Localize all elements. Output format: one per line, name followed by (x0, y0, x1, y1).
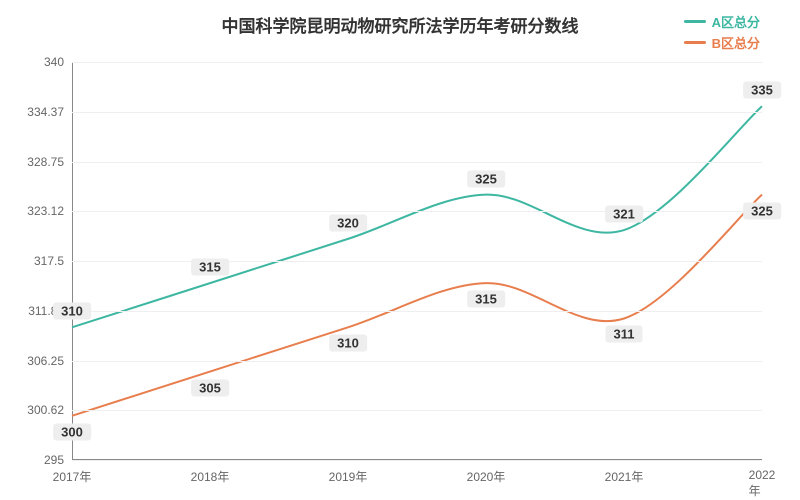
data-point-label: 335 (743, 82, 781, 99)
data-point-label: 321 (605, 206, 643, 223)
grid-line (72, 261, 762, 262)
y-tick-label: 317.5 (34, 254, 64, 268)
series-line (72, 106, 762, 327)
y-tick-label: 323.12 (27, 204, 64, 218)
x-tick-label: 2021年 (605, 468, 644, 485)
y-tick-label: 300.62 (27, 403, 64, 417)
y-tick-label: 306.25 (27, 354, 64, 368)
grid-line (72, 460, 762, 461)
grid-line (72, 112, 762, 113)
x-tick-label: 2020年 (467, 468, 506, 485)
grid-line (72, 311, 762, 312)
y-tick-label: 328.75 (27, 155, 64, 169)
data-point-label: 310 (329, 335, 367, 352)
data-point-label: 311 (606, 326, 643, 343)
chart-title: 中国科学院昆明动物研究所法学历年考研分数线 (222, 12, 579, 37)
legend-item: B区总分 (684, 33, 760, 52)
score-line-chart: 中国科学院昆明动物研究所法学历年考研分数线 A区总分B区总分 295300.62… (0, 0, 800, 500)
legend: A区总分 B区总分 (684, 12, 760, 54)
legend-label: B区总分 (712, 33, 760, 52)
y-tick-label: 340 (44, 55, 64, 69)
legend-item: A区总分 (684, 12, 760, 31)
data-point-label: 325 (743, 202, 781, 219)
data-point-label: 320 (329, 214, 367, 231)
plot-area: 295300.62306.25311.87317.5323.12328.7533… (72, 62, 762, 460)
data-point-label: 315 (467, 291, 505, 308)
y-tick-label: 295 (44, 453, 64, 467)
grid-line (72, 62, 762, 63)
grid-line (72, 211, 762, 212)
grid-line (72, 162, 762, 163)
legend-swatch (684, 41, 706, 44)
x-tick-label: 2019年 (329, 468, 368, 485)
data-point-label: 325 (467, 170, 505, 187)
y-tick-label: 334.37 (27, 105, 64, 119)
data-point-label: 300 (53, 423, 91, 440)
series-line (72, 195, 762, 416)
legend-label: A区总分 (712, 12, 760, 31)
x-tick-label: 2018年 (191, 468, 230, 485)
x-tick-label: 2017年 (53, 468, 92, 485)
legend-swatch (684, 20, 706, 23)
x-tick-label: 2022年 (749, 468, 776, 499)
data-point-label: 315 (191, 259, 229, 276)
data-point-label: 310 (53, 303, 91, 320)
grid-line (72, 361, 762, 362)
grid-line (72, 410, 762, 411)
data-point-label: 305 (191, 379, 229, 396)
